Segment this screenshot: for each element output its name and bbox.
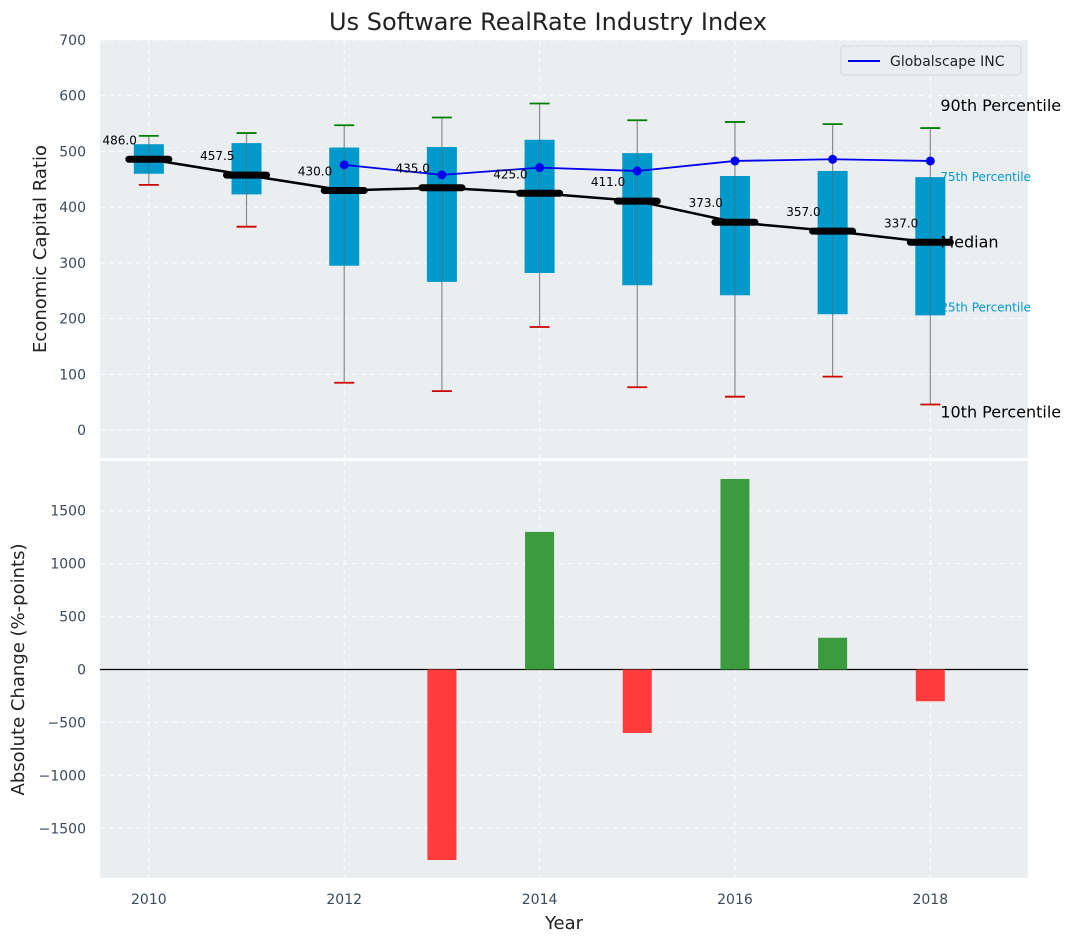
company-series: [339, 154, 935, 180]
median-value-label: 486.0: [102, 133, 136, 147]
median-value-label: 457.5: [200, 149, 234, 163]
company-point: [828, 154, 838, 164]
company-point: [925, 156, 935, 166]
top-y-tick-label: 100: [59, 367, 86, 383]
company-point: [730, 156, 740, 166]
bottom-y-tick-label: −500: [48, 715, 86, 731]
top-y-tick-label: 700: [59, 33, 86, 49]
company-point: [339, 160, 349, 170]
median-annotation: Median: [940, 232, 998, 251]
company-point: [535, 163, 545, 173]
x-tick-label: 2014: [522, 892, 558, 908]
change-bars: [100, 478, 1028, 861]
change-bar: [622, 669, 652, 734]
median-value-label: 337.0: [884, 216, 918, 230]
median-value-label: 357.0: [786, 205, 820, 219]
x-tick-label: 2010: [131, 892, 167, 908]
bottom-y-tick-labels: −1500 −1000 −500 0 500 1000 1500: [39, 504, 86, 838]
box-plots: [133, 102, 946, 406]
median-value-labels: 486.0 457.5 430.0 435.0 425.0 411.0 373.0 357.0…: [102, 133, 918, 230]
p75-annotation: 75th Percentile: [940, 170, 1031, 184]
change-bar: [427, 669, 457, 861]
p90-annotation: 90th Percentile: [940, 96, 1061, 115]
top-y-tick-label: 500: [59, 144, 86, 160]
median-trend: [125, 155, 954, 246]
median-value-label: 373.0: [689, 196, 723, 210]
top-y-axis-label: Economic Capital Ratio: [30, 145, 51, 353]
p10-annotation: 10th Percentile: [940, 402, 1061, 421]
median-value-label: 430.0: [298, 164, 332, 178]
top-y-tick-label: 300: [59, 256, 86, 272]
company-point: [632, 166, 642, 176]
bottom-y-axis-label: Absolute Change (%-points): [8, 544, 29, 796]
change-bar: [818, 637, 848, 670]
bottom-y-tick-label: −1000: [39, 768, 86, 784]
x-tick-labels: 2010 2012 2014 2016 2018: [131, 892, 948, 908]
change-bar: [915, 669, 945, 702]
change-bar: [720, 478, 750, 670]
x-axis-label: Year: [544, 913, 584, 934]
x-tick-label: 2016: [717, 892, 753, 908]
change-bar: [525, 531, 555, 670]
median-value-label: 435.0: [396, 162, 430, 176]
bottom-y-tick-label: −1500: [39, 821, 86, 837]
bottom-y-tick-label: 500: [59, 610, 86, 626]
legend: Globalscape INC: [840, 45, 1022, 76]
x-tick-label: 2012: [326, 892, 362, 908]
top-plot-area: [100, 40, 1028, 458]
bottom-y-tick-label: 1500: [50, 504, 86, 520]
company-point: [437, 170, 447, 180]
bottom-y-tick-label: 1000: [50, 557, 86, 573]
top-y-tick-label: 200: [59, 312, 86, 328]
legend-label: Globalscape INC: [890, 54, 1005, 70]
top-y-tick-labels: 0 100 200 300 400 500 600 700: [59, 33, 86, 439]
p25-annotation: 25th Percentile: [940, 300, 1031, 314]
top-y-tick-label: 0: [77, 423, 86, 439]
percentile-annotations: 90th Percentile 75th Percentile Median 25th…: [940, 96, 1061, 421]
top-y-tick-label: 400: [59, 200, 86, 216]
bottom-y-tick-label: 0: [77, 663, 86, 679]
x-tick-label: 2018: [912, 892, 948, 908]
chart-title: Us Software RealRate Industry Index: [329, 8, 767, 36]
median-value-label: 425.0: [493, 167, 527, 181]
legend-box: [840, 45, 1022, 76]
median-value-label: 411.0: [591, 175, 625, 189]
top-y-tick-label: 600: [59, 89, 86, 105]
